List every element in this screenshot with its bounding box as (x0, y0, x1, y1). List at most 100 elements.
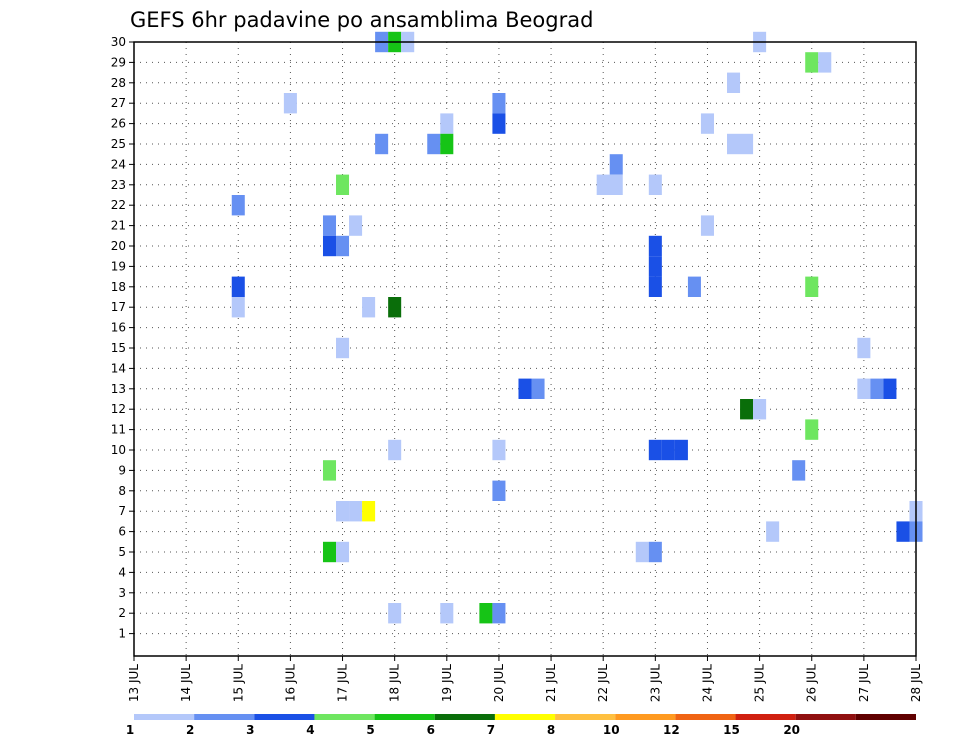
data-cell (362, 297, 376, 318)
color-scale-swatch (254, 714, 315, 720)
x-tick-label: 16 JUL (283, 664, 297, 702)
data-cell (336, 337, 350, 359)
data-cell (792, 460, 806, 481)
data-cell (531, 378, 545, 399)
x-tick-label: 22 JUL (596, 664, 610, 702)
x-tick-label: 25 JUL (753, 664, 767, 702)
color-scale-label: 6 (427, 723, 435, 737)
data-cell (753, 399, 767, 420)
data-cell (440, 113, 454, 134)
data-cell (231, 195, 245, 216)
data-cell (883, 378, 897, 399)
y-tick-label: 7 (118, 504, 126, 518)
data-cell (440, 133, 454, 155)
y-tick-label: 18 (111, 280, 126, 294)
x-tick-label: 15 JUL (231, 664, 245, 702)
data-cell (518, 378, 532, 399)
data-cell (674, 439, 688, 461)
data-cell (479, 603, 493, 624)
data-cell (648, 174, 662, 195)
color-scale-label: 1 (126, 723, 134, 737)
data-cell (805, 52, 819, 73)
x-tick-label: 28 JUL (909, 664, 923, 702)
data-cell (648, 276, 662, 297)
y-tick-label: 10 (111, 443, 126, 457)
color-scale-swatch (615, 714, 676, 720)
x-tick-label: 18 JUL (388, 664, 402, 702)
data-cell (362, 501, 376, 522)
y-tick-label: 2 (118, 606, 126, 620)
color-scale-label: 2 (186, 723, 194, 737)
color-scale-label: 3 (246, 723, 254, 737)
data-cell (740, 399, 754, 420)
data-cell (349, 215, 363, 236)
y-tick-label: 20 (111, 239, 126, 253)
y-tick-label: 29 (111, 55, 126, 69)
y-tick-label: 4 (118, 565, 126, 579)
color-scale-swatch (434, 714, 495, 720)
data-cell (388, 297, 402, 318)
data-cell (492, 439, 506, 461)
data-cell (336, 235, 350, 257)
data-cell (648, 235, 662, 257)
color-scale-label: 12 (663, 723, 680, 737)
y-tick-label: 14 (111, 361, 126, 375)
data-cell (492, 93, 506, 114)
data-cell (283, 93, 297, 114)
grid-lines (134, 41, 916, 656)
color-scale: 1 2 3 4 5 6 7 8 10 12 15 20 (126, 714, 916, 737)
y-tick-label: 9 (118, 463, 126, 477)
color-scale-swatch (735, 714, 796, 720)
data-cell (322, 460, 337, 481)
y-tick-label: 27 (111, 96, 126, 110)
data-cell (805, 419, 819, 440)
data-cell (687, 276, 701, 297)
data-cell (336, 501, 350, 522)
data-cell (427, 133, 441, 155)
data-cell (336, 541, 350, 563)
color-scale-swatch (555, 714, 616, 720)
y-tick-label: 22 (111, 198, 126, 212)
y-tick-label: 24 (111, 157, 126, 171)
y-tick-label: 23 (111, 178, 126, 192)
x-tick-label: 23 JUL (648, 664, 662, 702)
data-cell (700, 113, 714, 134)
data-cell (805, 276, 819, 297)
color-scale-swatch (314, 714, 375, 720)
y-tick-label: 5 (118, 545, 126, 559)
color-scale-label: 7 (487, 723, 495, 737)
data-cell (727, 72, 741, 93)
y-tick-label: 15 (111, 341, 126, 355)
data-cell (375, 133, 389, 155)
plot-frame (133, 41, 917, 657)
color-scale-label: 4 (306, 723, 314, 737)
x-tick-label: 19 JUL (440, 664, 454, 702)
x-tick-label: 14 JUL (179, 664, 193, 702)
color-scale-label: 10 (603, 723, 620, 737)
x-tick-label: 26 JUL (805, 664, 819, 702)
y-tick-label: 21 (111, 219, 126, 233)
data-cells (231, 31, 923, 624)
y-tick-label: 3 (118, 586, 126, 600)
y-tick-label: 17 (111, 300, 126, 314)
x-tick-label: 21 JUL (544, 664, 558, 702)
data-cell (349, 501, 363, 522)
x-tick-label: 24 JUL (700, 664, 714, 702)
color-scale-label: 5 (366, 723, 374, 737)
chart-title: GEFS 6hr padavine po ansamblima Beograd (130, 8, 593, 32)
color-scale-label: 20 (783, 723, 800, 737)
y-axis: 1234567891011121314151617181920212223242… (111, 35, 134, 641)
y-tick-label: 11 (111, 423, 126, 437)
color-scale-swatch (795, 714, 856, 720)
y-tick-label: 13 (111, 382, 126, 396)
data-cell (870, 378, 884, 399)
y-tick-label: 25 (111, 137, 126, 151)
data-cell (596, 174, 623, 195)
data-cell (322, 541, 337, 563)
color-scale-swatch (374, 714, 435, 720)
data-cell (648, 256, 662, 277)
data-cell (896, 521, 910, 542)
y-tick-label: 19 (111, 259, 126, 273)
y-tick-label: 16 (111, 321, 126, 335)
data-cell (648, 541, 662, 563)
